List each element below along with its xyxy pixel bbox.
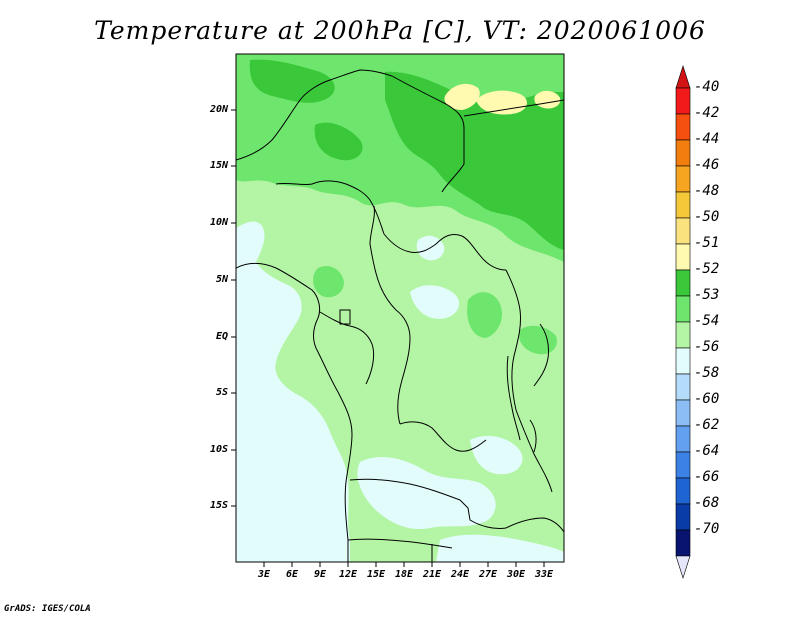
colorbar-bottom-arrow <box>675 555 691 579</box>
lon-label-21e: 21E <box>422 569 442 580</box>
colorbar-label: -46 <box>694 157 720 173</box>
lon-label-30e: 30E <box>506 569 526 580</box>
band-minus52-northeast <box>385 71 564 250</box>
band-minus52-central-north <box>314 122 363 161</box>
colorbar-top-arrow <box>675 65 691 89</box>
band-minus53-west <box>313 265 344 298</box>
band-minus51-a <box>444 83 480 110</box>
colorbar-swatch <box>675 321 691 349</box>
colorbar-swatch <box>675 191 691 219</box>
colorbar-swatch <box>675 347 691 375</box>
plot-title: Temperature at 200hPa [C], VT: 202006100… <box>94 16 706 45</box>
colorbar-swatch <box>675 269 691 297</box>
colorbar-swatch <box>675 87 691 115</box>
lat-label-20n: 20N <box>209 104 228 115</box>
country-borders <box>236 69 564 562</box>
lat-label-10n: 10N <box>209 217 228 228</box>
colorbar-swatch <box>675 373 691 401</box>
colorbar-swatch <box>675 451 691 479</box>
band-minus56-far-south <box>436 534 564 562</box>
colorbar-swatch <box>675 243 691 271</box>
colorbar-swatch <box>675 529 691 557</box>
colorbar-label: -52 <box>694 261 720 277</box>
colorbar-label: -68 <box>694 495 720 511</box>
band-minus53-lake-region <box>519 325 557 355</box>
lon-label-15e: 15E <box>366 569 386 580</box>
colorbar <box>675 65 691 579</box>
credit-text: GrADS: IGES/COLA <box>4 604 91 614</box>
colorbar-swatch <box>675 477 691 505</box>
colorbar-label: -44 <box>694 131 720 147</box>
band-minus56-central <box>410 285 460 319</box>
colorbar-label: -62 <box>694 417 720 433</box>
colorbar-label: -66 <box>694 469 720 485</box>
colorbar-swatch <box>675 503 691 531</box>
colorbar-label: -50 <box>694 209 720 225</box>
colorbar-label: -53 <box>694 287 720 303</box>
colorbar-label: -48 <box>694 183 720 199</box>
colorbar-label: -40 <box>694 79 720 95</box>
band-minus53-central-east <box>467 292 503 338</box>
colorbar-label: -51 <box>694 235 720 251</box>
lon-label-24e: 24E <box>450 569 470 580</box>
band-minus56-south-central <box>357 456 496 530</box>
lat-label-15n: 15N <box>209 160 228 171</box>
lon-label-12e: 12E <box>338 569 358 580</box>
band-minus56-west-ocean <box>236 221 350 562</box>
lat-label-10s: 10S <box>209 444 228 455</box>
colorbar-label: -54 <box>694 313 720 329</box>
colorbar-swatch <box>675 399 691 427</box>
lon-label-18e: 18E <box>394 569 414 580</box>
lon-label-27e: 27E <box>478 569 498 580</box>
lat-label-15s: 15S <box>209 500 228 511</box>
lon-label-6e: 6E <box>285 569 299 580</box>
colorbar-label: -58 <box>694 365 720 381</box>
colorbar-label: -42 <box>694 105 720 121</box>
lon-label-9e: 9E <box>313 569 327 580</box>
axis-ticks <box>231 109 545 567</box>
map-frame <box>235 53 565 563</box>
colorbar-label: -60 <box>694 391 720 407</box>
colorbar-swatch <box>675 165 691 193</box>
colorbar-swatch <box>675 295 691 323</box>
colorbar-swatch <box>675 217 691 245</box>
temperature-field <box>236 54 564 562</box>
band-minus56-southeast <box>470 435 523 475</box>
colorbar-label: -64 <box>694 443 720 459</box>
colorbar-label: -56 <box>694 339 720 355</box>
colorbar-swatch <box>675 113 691 141</box>
lat-label-eq: EQ <box>215 331 228 342</box>
lon-label-3e: 3E <box>257 569 271 580</box>
lon-label-33e: 33E <box>534 569 554 580</box>
colorbar-swatch <box>675 425 691 453</box>
lat-label-5n: 5N <box>215 274 228 285</box>
colorbar-label: -70 <box>694 521 720 537</box>
band-minus52-northwest <box>249 59 335 103</box>
colorbar-swatch <box>675 139 691 167</box>
lat-label-5s: 5S <box>215 387 228 398</box>
